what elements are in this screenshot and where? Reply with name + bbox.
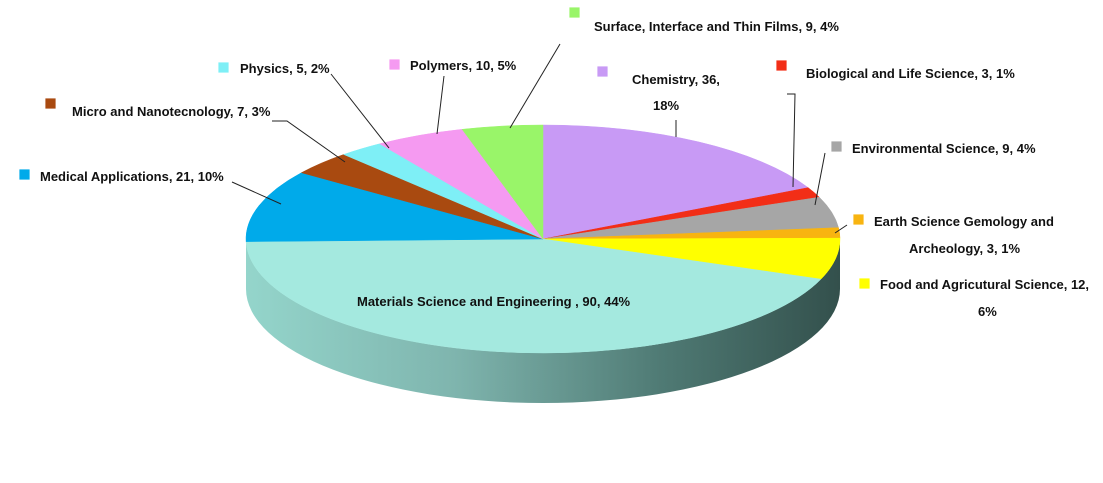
leader-line-polymers [436,75,445,135]
slice-label-chemistry-line-2: 18% [653,98,679,113]
label-swatch-medical-applications [18,168,31,181]
label-swatch-physics [217,61,230,74]
slice-label-polymers: Polymers, 10, 5% [410,58,517,73]
leader-line-earth-science-gemology-and-archeology [834,224,848,234]
slice-label-biological-and-life-science: Biological and Life Science, 3, 1% [806,66,1015,81]
slice-materials-science-and-engineering [245,238,822,354]
slice-label-micro-and-nanotecnology: Micro and Nanotecnology, 7, 3% [72,104,271,119]
slice-labels: Chemistry, 36, 18% Biological and Life Sci… [18,6,1089,319]
slice-label-surface-interface-and-thin-films: Surface, Interface and Thin Films, 9, 4% [594,19,839,34]
slice-label-food-and-agricutural-science-line-1: Food and Agricutural Science, 12, [880,277,1089,292]
slice-medical-applications [245,172,544,242]
label-swatch-surface-interface-and-thin-films [568,6,581,19]
pie-side-wall [246,239,840,403]
pie-top-layer [245,124,841,354]
label-swatch-earth-science-gemology-and-archeology [852,213,865,226]
slice-label-medical-applications: Medical Applications, 21, 10% [40,169,224,184]
pie-side-layer [246,239,840,403]
slice-label-earth-science-gemology-and-archeology-line-1: Earth Science Gemology and [874,214,1054,229]
leader-line-surface-interface-and-thin-films [509,43,561,129]
slice-label-materials-science-and-engineering: Materials Science and Engineering , 90, … [357,294,631,309]
label-swatch-polymers [388,58,401,71]
slice-label-food-and-agricutural-science-line-2: 6% [978,304,997,319]
label-swatch-chemistry [596,65,609,78]
slice-chemistry [542,124,809,240]
slice-label-chemistry-line-1: Chemistry, 36, [632,72,720,87]
label-swatch-biological-and-life-science [775,59,788,72]
label-swatch-environmental-science [830,140,843,153]
slice-label-earth-science-gemology-and-archeology-line-2: Archeology, 3, 1% [909,241,1020,256]
leader-line-environmental-science [814,152,826,206]
slice-label-environmental-science: Environmental Science, 9, 4% [852,141,1036,156]
leader-line-medical-applications [231,181,282,205]
label-swatch-food-and-agricutural-science [858,277,871,290]
leader-line-biological-and-life-science [787,93,796,188]
leader-lines [231,43,848,234]
label-swatch-micro-and-nanotecnology [44,97,57,110]
leader-line-micro-and-nanotecnology [272,120,346,163]
leader-line-physics [330,73,390,149]
slice-surface-interface-and-thin-films [461,124,544,240]
slice-label-physics: Physics, 5, 2% [240,61,330,76]
